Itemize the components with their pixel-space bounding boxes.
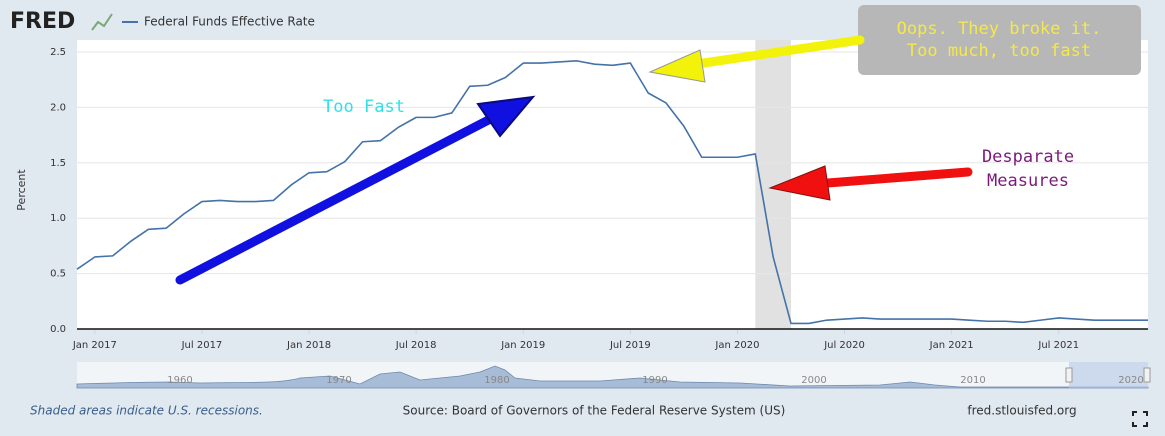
logo-icon <box>91 13 113 31</box>
x-tick-label: Jan 2019 <box>500 340 545 351</box>
x-tick-label: Jul 2020 <box>823 340 865 351</box>
x-tick-label: Jul 2018 <box>395 340 437 351</box>
x-tick-label: Jul 2017 <box>181 340 223 351</box>
plot-area <box>77 40 1148 329</box>
navigator-labels: 1960 1970 1980 1990 2000 2010 2020 <box>167 375 1143 386</box>
arrow-head <box>476 95 536 138</box>
annotation: Too Fast <box>323 97 405 117</box>
arrow <box>685 35 865 70</box>
navigator-label: 2010 <box>960 375 985 386</box>
navigator-label: 1980 <box>484 375 509 386</box>
navigator-series <box>76 365 1149 389</box>
footer-url[interactable]: fred.stlouisfed.org <box>967 404 1076 418</box>
x-tick-label: Jan 2018 <box>286 340 331 351</box>
navigator-handle[interactable] <box>1143 367 1151 383</box>
footer-source: Source: Board of Governors of the Federa… <box>403 404 786 418</box>
annotation: Measures <box>987 171 1069 191</box>
navigator-label: 1960 <box>167 375 192 386</box>
navigator-label: 1990 <box>642 375 667 386</box>
arrow-head <box>768 165 831 201</box>
legend-label: Federal Funds Effective Rate <box>144 15 315 29</box>
y-tick-label: 1.5 <box>50 158 66 169</box>
navigator-selection[interactable] <box>1069 362 1148 388</box>
y-tick-label: 2.5 <box>50 47 66 58</box>
fullscreen-icon[interactable] <box>1132 411 1148 427</box>
annotation-box <box>858 5 1141 75</box>
navigator-label: 2000 <box>801 375 826 386</box>
y-axis-label: Percent <box>15 169 28 211</box>
navigator-handle[interactable] <box>1065 367 1073 383</box>
x-tick-label: Jan 2021 <box>929 340 974 351</box>
footer-note: Shaded areas indicate U.S. recessions. <box>30 404 263 418</box>
series-line <box>76 60 1148 325</box>
y-tick-label: 0.0 <box>50 324 66 335</box>
arrow-head <box>648 49 706 83</box>
x-tick-label: Jul 2019 <box>609 340 651 351</box>
navigator-label: 1970 <box>326 375 351 386</box>
y-tick-label: 2.0 <box>50 102 66 113</box>
annotation: Desparate <box>982 147 1074 167</box>
logo: FRED <box>10 9 75 34</box>
navigator-label: 2020 <box>1118 375 1143 386</box>
y-tick-label: 1.0 <box>50 213 66 224</box>
y-tick-label: 0.5 <box>50 269 66 280</box>
annotation: Oops. They broke it. <box>897 19 1102 39</box>
x-tick-label: Jan 2020 <box>714 340 759 351</box>
arrow <box>175 109 505 285</box>
x-tick-label: Jul 2021 <box>1037 340 1079 351</box>
annotation: Too much, too fast <box>907 41 1091 61</box>
arrow <box>810 167 973 189</box>
x-tick-label: Jan 2017 <box>72 340 117 351</box>
